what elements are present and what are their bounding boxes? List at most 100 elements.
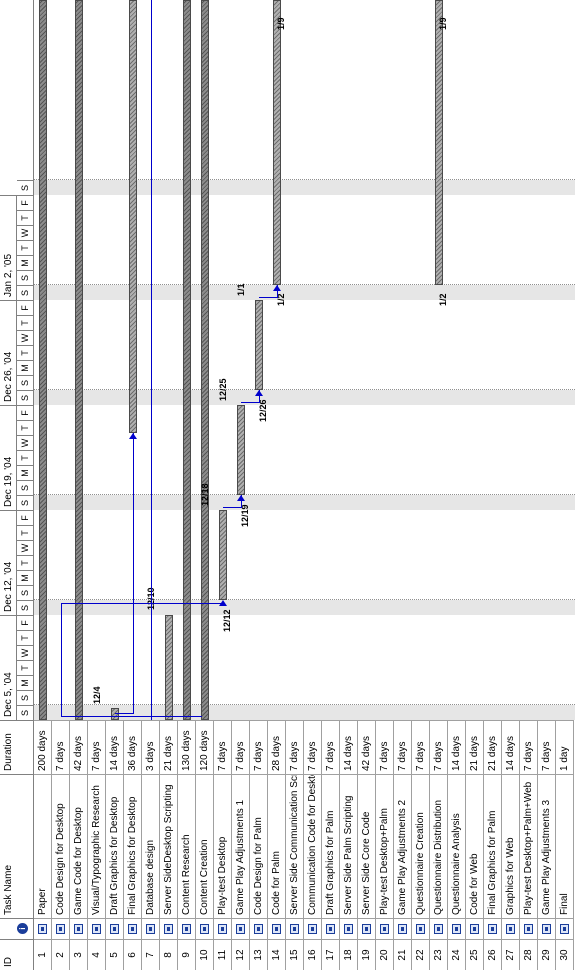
table-row[interactable]: 10 Content Creation 120 days	[196, 720, 214, 970]
task-bar-paper[interactable]	[39, 0, 47, 720]
task-duration[interactable]: 21 days	[466, 720, 484, 774]
table-row[interactable]: 9 Content Research 130 days	[178, 720, 196, 970]
task-bar-game-code-desktop[interactable]	[75, 0, 83, 720]
task-duration[interactable]: 42 days	[358, 720, 376, 774]
task-id[interactable]: 13	[250, 939, 268, 970]
task-name[interactable]: Content Research	[178, 774, 196, 918]
task-id[interactable]: 5	[106, 939, 124, 970]
task-name[interactable]: Final	[556, 774, 574, 918]
task-bar-game-play-adjustments-1[interactable]	[237, 405, 245, 495]
task-id[interactable]: 26	[484, 939, 502, 970]
table-row[interactable]: 23 Questionnaire Distribution 7 days	[430, 720, 448, 970]
task-name[interactable]: Play-test Desktop+Palm	[376, 774, 394, 918]
task-bar-server-side-desktop[interactable]	[165, 615, 173, 720]
task-name[interactable]: Play-test Desktop	[214, 774, 232, 918]
task-duration[interactable]: 21 days	[160, 720, 178, 774]
task-id[interactable]: 20	[376, 939, 394, 970]
task-duration[interactable]: 28 days	[268, 720, 286, 774]
task-name[interactable]: Code for Web	[466, 774, 484, 918]
table-row[interactable]: 16 Communication Code for Desktop 7 days	[304, 720, 322, 970]
table-row[interactable]: 11 Play-test Desktop 7 days	[214, 720, 232, 970]
task-id[interactable]: 25	[466, 939, 484, 970]
task-duration[interactable]: 14 days	[106, 720, 124, 774]
table-row[interactable]: 14 Code for Palm 28 days	[268, 720, 286, 970]
task-name[interactable]: Code for Palm	[268, 774, 286, 918]
task-name[interactable]: Questionnaire Distribution	[430, 774, 448, 918]
indicators-column-header[interactable]: i	[0, 918, 34, 939]
task-name[interactable]: Final Graphics for Desktop	[124, 774, 142, 918]
task-bar-questionnaire-distribution[interactable]	[435, 0, 443, 285]
task-duration[interactable]: 3 days	[142, 720, 160, 774]
task-name[interactable]: Questionnaire Creation	[412, 774, 430, 918]
task-id[interactable]: 30	[556, 939, 574, 970]
task-duration[interactable]: 7 days	[52, 720, 70, 774]
task-duration[interactable]: 1 day	[556, 720, 574, 774]
task-duration[interactable]: 7 days	[520, 720, 538, 774]
task-duration[interactable]: 7 days	[214, 720, 232, 774]
table-row[interactable]: 22 Questionnaire Creation 7 days	[412, 720, 430, 970]
task-bar-content-research[interactable]	[183, 0, 191, 720]
task-bar-code-for-palm[interactable]	[273, 0, 281, 285]
task-id[interactable]: 21	[394, 939, 412, 970]
task-id[interactable]: 19	[358, 939, 376, 970]
task-name[interactable]: Draft Graphics for Desktop	[106, 774, 124, 918]
table-row[interactable]: 25 Code for Web 21 days	[466, 720, 484, 970]
task-name[interactable]: Game Play Adjustments 3	[538, 774, 556, 918]
task-id[interactable]: 2	[52, 939, 70, 970]
task-name[interactable]: Server Side Core Code	[358, 774, 376, 918]
table-row[interactable]: 30 Final 1 day	[556, 720, 574, 970]
task-name[interactable]: Code Design for Palm	[250, 774, 268, 918]
table-row[interactable]: 2 Code Design for Desktop 7 days	[52, 720, 70, 970]
task-name[interactable]: Graphics for Web	[502, 774, 520, 918]
task-duration[interactable]: 7 days	[376, 720, 394, 774]
task-name[interactable]: Server SideDesktop Scripting	[160, 774, 178, 918]
task-duration[interactable]: 14 days	[502, 720, 520, 774]
task-bar-play-test-desktop[interactable]	[219, 510, 227, 600]
task-name[interactable]: Game Code for Desktop	[70, 774, 88, 918]
task-name[interactable]: Final Graphics for Palm	[484, 774, 502, 918]
table-row[interactable]: 13 Code Design for Palm 7 days	[250, 720, 268, 970]
task-duration[interactable]: 7 days	[250, 720, 268, 774]
task-duration[interactable]: 120 days	[196, 720, 214, 774]
duration-column-header[interactable]: Duration	[0, 720, 34, 774]
task-duration[interactable]: 7 days	[412, 720, 430, 774]
task-name[interactable]: Code Design for Desktop	[52, 774, 70, 918]
id-column-header[interactable]: ID	[0, 939, 34, 970]
table-row[interactable]: 4 Visual/Typographic Research 7 days	[88, 720, 106, 970]
task-duration[interactable]: 21 days	[484, 720, 502, 774]
table-row[interactable]: 24 Questionnaire Analysis 14 days	[448, 720, 466, 970]
table-row[interactable]: 26 Final Graphics for Palm 21 days	[484, 720, 502, 970]
table-row[interactable]: 8 Server SideDesktop Scripting 21 days	[160, 720, 178, 970]
task-id[interactable]: 10	[196, 939, 214, 970]
task-id[interactable]: 4	[88, 939, 106, 970]
task-name-column-header[interactable]: Task Name	[0, 774, 34, 918]
table-row[interactable]: 7 Database design 3 days	[142, 720, 160, 970]
task-name[interactable]: Draft Graphics for Palm	[322, 774, 340, 918]
task-name[interactable]: Visual/Typographic Research	[88, 774, 106, 918]
task-name[interactable]: Game Play Adjustments 1	[232, 774, 250, 918]
task-name[interactable]: Database design	[142, 774, 160, 918]
table-row[interactable]: 3 Game Code for Desktop 42 days	[70, 720, 88, 970]
task-id[interactable]: 1	[34, 939, 52, 970]
task-bar-final-graphics-desktop[interactable]	[129, 0, 137, 433]
table-row[interactable]: 20 Play-test Desktop+Palm 7 days	[376, 720, 394, 970]
task-id[interactable]: 18	[340, 939, 358, 970]
task-duration[interactable]: 7 days	[322, 720, 340, 774]
task-duration[interactable]: 7 days	[394, 720, 412, 774]
task-duration[interactable]: 7 days	[304, 720, 322, 774]
task-name[interactable]: Server Side Communication Scri	[286, 774, 304, 918]
task-duration[interactable]: 130 days	[178, 720, 196, 774]
task-id[interactable]: 28	[520, 939, 538, 970]
task-id[interactable]: 8	[160, 939, 178, 970]
task-id[interactable]: 3	[70, 939, 88, 970]
task-bar-code-design-palm[interactable]	[255, 300, 263, 390]
task-duration[interactable]: 7 days	[232, 720, 250, 774]
table-row[interactable]: 15 Server Side Communication Scri 7 days	[286, 720, 304, 970]
table-row[interactable]: 17 Draft Graphics for Palm 7 days	[322, 720, 340, 970]
table-row[interactable]: 18 Server Side Palm Scripting 14 days	[340, 720, 358, 970]
task-name[interactable]: Communication Code for Desktop	[304, 774, 322, 918]
task-duration[interactable]: 14 days	[448, 720, 466, 774]
task-id[interactable]: 27	[502, 939, 520, 970]
task-id[interactable]: 9	[178, 939, 196, 970]
